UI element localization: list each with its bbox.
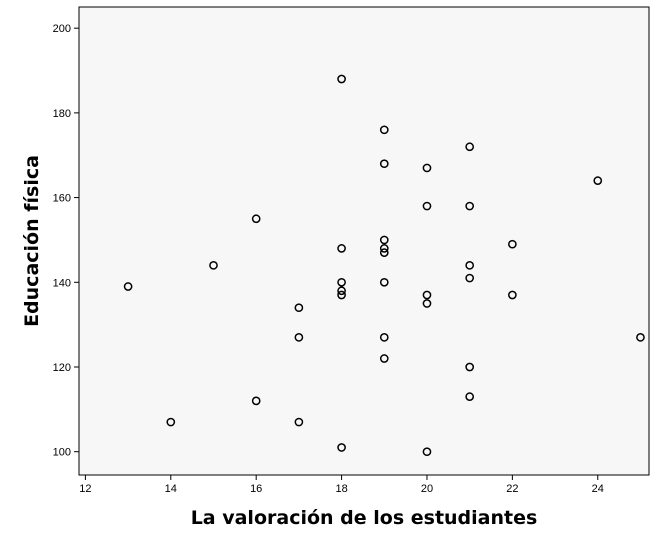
scatter-point — [166, 417, 176, 427]
scatter-point — [379, 248, 389, 257]
scatter-point — [465, 142, 475, 152]
x-axis-ticks: 12 14 16 18 20 22 24 — [79, 475, 604, 495]
plot-area — [78, 6, 650, 476]
scatter-point — [379, 277, 389, 287]
y-axis-ticks: 100 120 140 160 180 200 — [53, 23, 79, 459]
scatter-point — [379, 125, 389, 135]
scatter-point — [422, 299, 432, 308]
scatter-point — [422, 447, 432, 457]
scatter-point — [465, 201, 475, 211]
scatter-point — [123, 282, 133, 291]
x-tick-label: 12 — [79, 483, 91, 495]
scatter-point — [422, 163, 432, 173]
scatter-point — [593, 176, 603, 185]
scatter-point — [294, 417, 304, 427]
data-points — [123, 74, 645, 457]
scatter-point — [422, 290, 432, 300]
y-tick-label: 100 — [53, 447, 71, 459]
scatter-point — [508, 290, 517, 300]
scatter-point — [337, 277, 346, 287]
scatter-point — [379, 244, 389, 253]
scatter-point — [465, 273, 475, 283]
scatter-point — [636, 333, 645, 342]
x-axis-title: La valoración de los estudiantes — [191, 507, 538, 529]
y-tick-label: 180 — [53, 108, 71, 120]
scatter-point — [379, 159, 389, 169]
y-tick-label: 140 — [53, 277, 71, 289]
y-tick-label: 200 — [53, 23, 71, 35]
scatter-point — [337, 443, 346, 452]
x-tick-label: 14 — [165, 483, 177, 495]
x-tick-label: 24 — [592, 483, 604, 495]
scatter-point — [379, 354, 389, 363]
scatter-point — [337, 286, 346, 296]
scatter-point — [251, 396, 261, 406]
scatter-point — [251, 214, 261, 224]
x-tick-label: 18 — [335, 483, 347, 495]
scatter-point — [337, 244, 346, 253]
y-tick-label: 120 — [53, 362, 71, 374]
y-axis-title: Educación física — [21, 155, 43, 327]
scatter-point — [337, 74, 346, 84]
scatter-point — [508, 239, 517, 249]
x-tick-label: 22 — [506, 483, 518, 495]
scatter-point — [209, 261, 218, 270]
scatter-point — [465, 362, 475, 372]
scatter-point — [379, 333, 389, 342]
scatter-point — [465, 261, 475, 270]
x-tick-label: 20 — [421, 483, 433, 495]
scatter-point — [294, 303, 304, 313]
scatter-point — [465, 392, 475, 401]
scatter-point — [337, 290, 346, 300]
scatter-point — [294, 333, 304, 342]
scatter-point — [379, 235, 389, 245]
scatter-point — [422, 201, 432, 211]
x-tick-label: 16 — [250, 483, 262, 495]
y-tick-label: 160 — [53, 193, 71, 205]
